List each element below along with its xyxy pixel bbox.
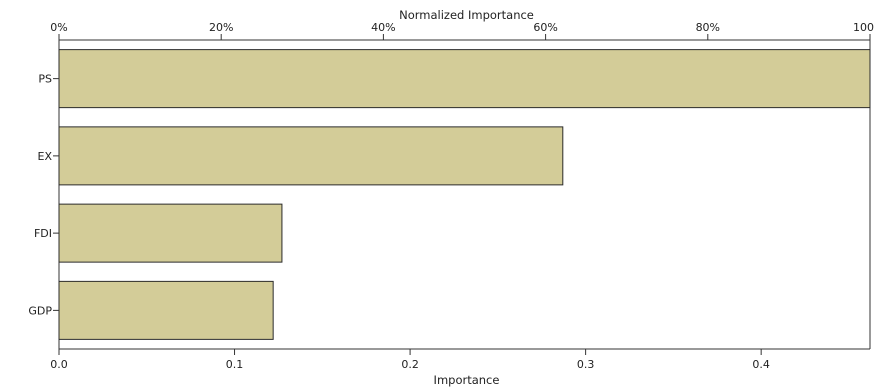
bottom-axis: 0.0 0.1 0.2 0.3 0.4 xyxy=(50,349,770,371)
top-tick-label: 40% xyxy=(371,21,395,34)
bottom-tick-label: 0.3 xyxy=(577,358,595,371)
bottom-tick-label: 0.2 xyxy=(401,358,419,371)
category-label-gdp: GDP xyxy=(28,304,52,317)
category-label-fdi: FDI xyxy=(34,227,52,240)
top-tick-label: 100 xyxy=(853,21,874,34)
bottom-axis-title: Importance xyxy=(434,373,500,387)
top-tick-label: 60% xyxy=(533,21,557,34)
top-tick-label: 80% xyxy=(696,21,720,34)
bar-ex xyxy=(58,126,564,186)
bottom-tick-label: 0.1 xyxy=(226,358,244,371)
top-tick-label: 0% xyxy=(50,21,67,34)
bar-ps xyxy=(58,49,871,109)
bottom-tick-label: 0.4 xyxy=(752,358,770,371)
bar-gdp xyxy=(58,280,274,340)
top-axis-title: Normalized Importance xyxy=(399,8,534,22)
category-label-ex: EX xyxy=(38,150,53,163)
bottom-tick-label: 0.0 xyxy=(50,358,68,371)
top-tick-label: 20% xyxy=(209,21,233,34)
bar-fdi xyxy=(58,203,283,263)
top-axis: 0% 20% 40% 60% 80% 100 xyxy=(50,21,874,40)
category-label-ps: PS xyxy=(38,73,52,86)
bar-group xyxy=(58,49,871,340)
category-axis: PS EX FDI GDP xyxy=(28,73,59,317)
